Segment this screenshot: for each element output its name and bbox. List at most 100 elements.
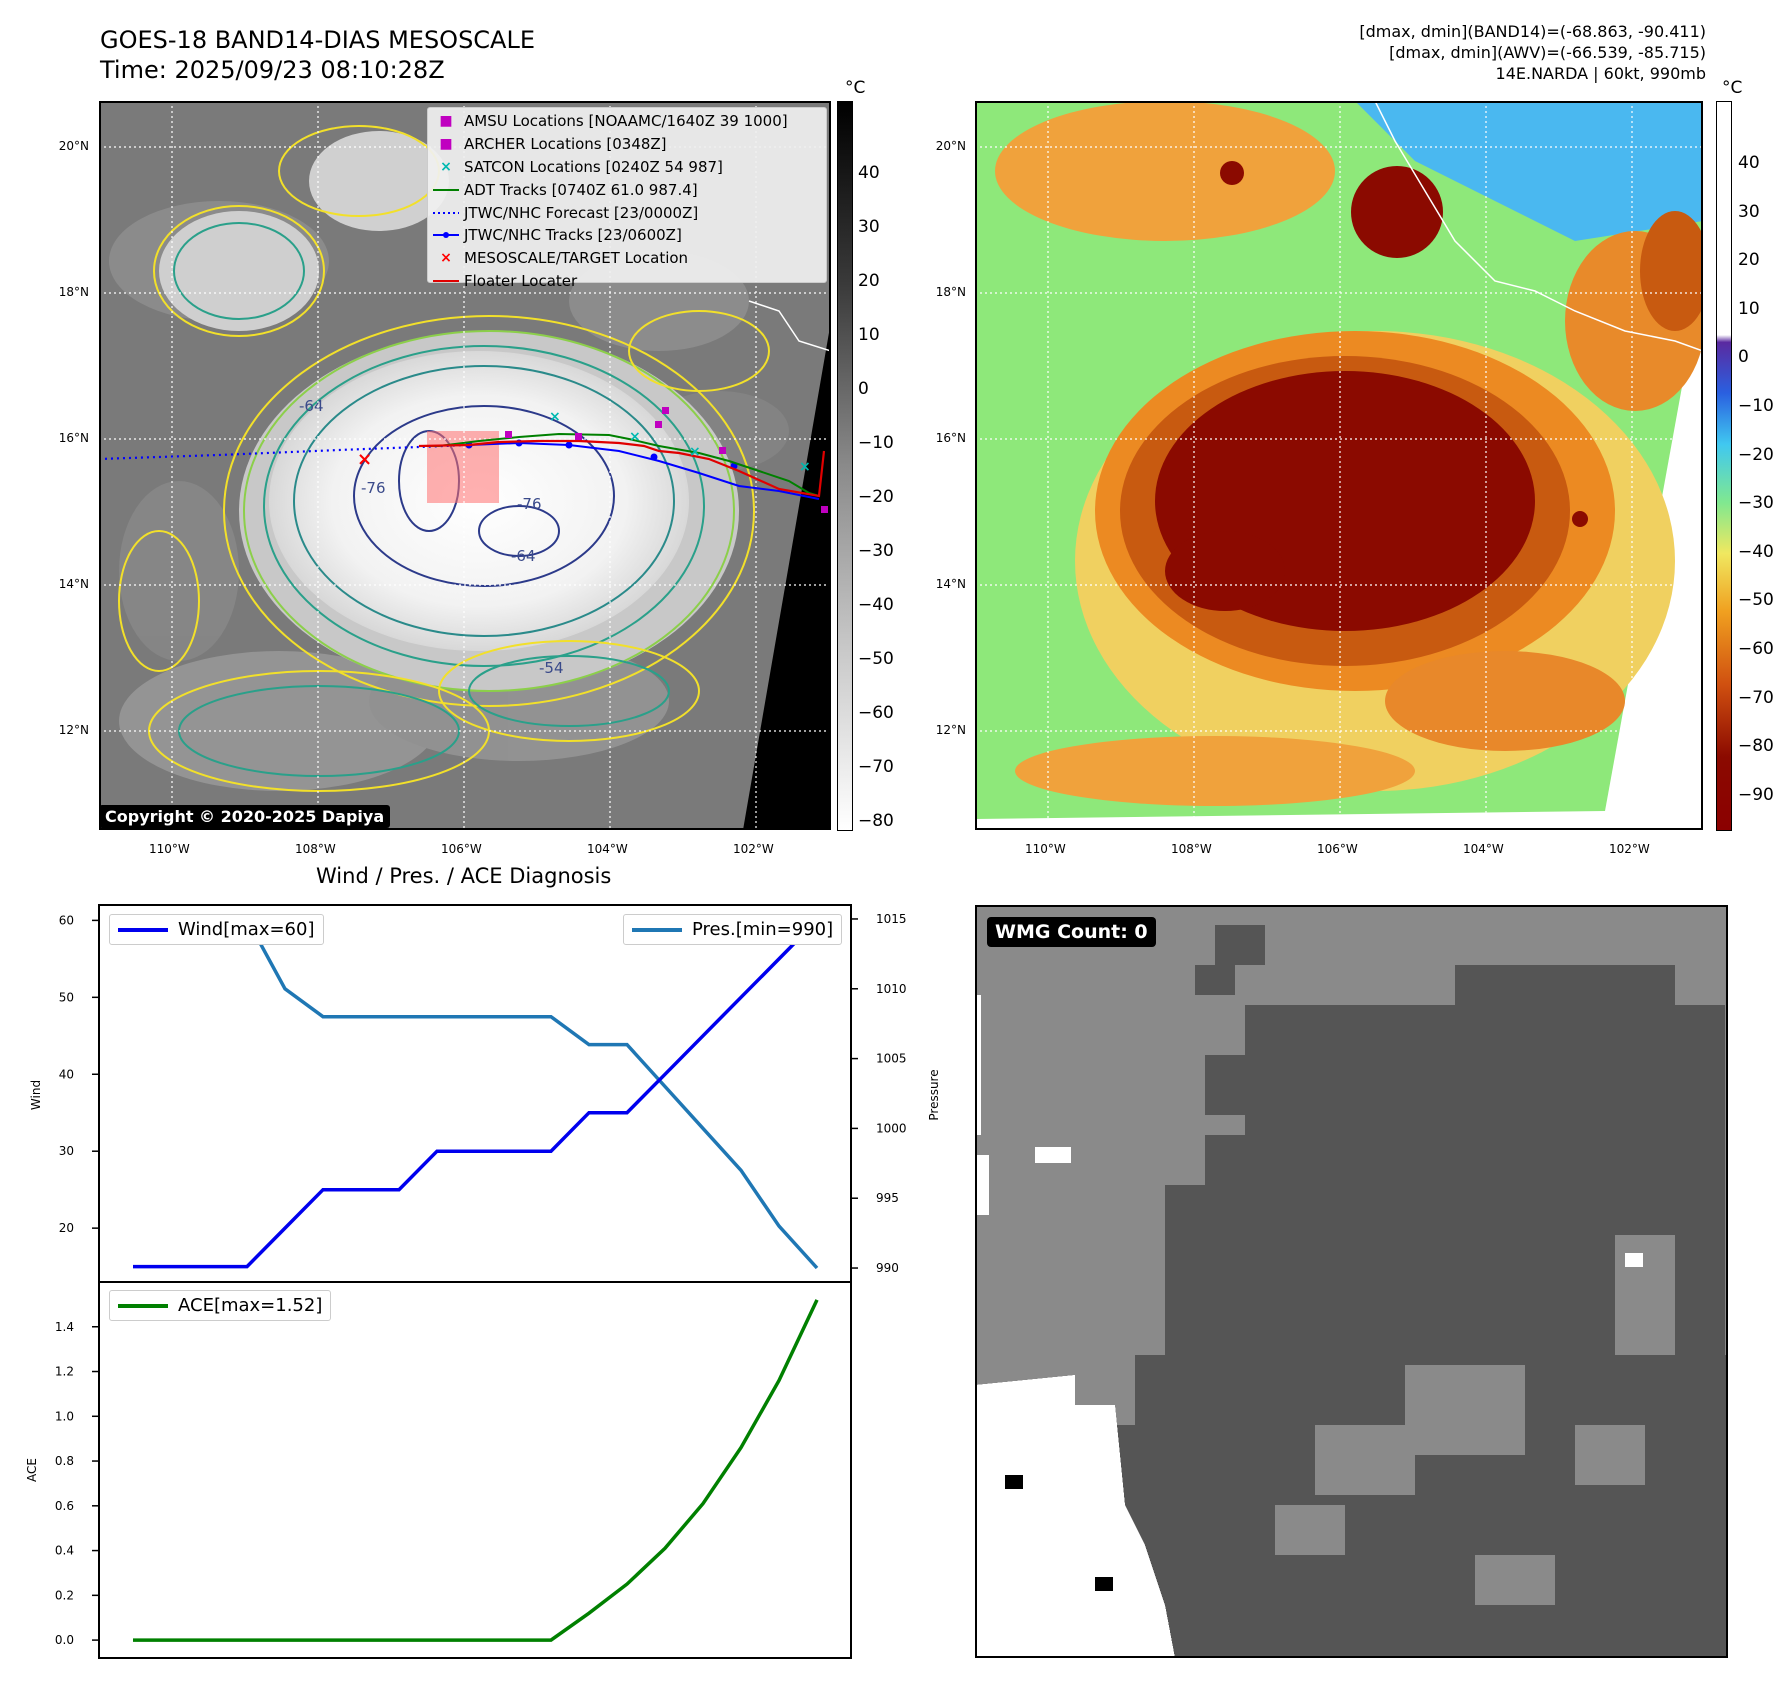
wind-tick-label: 30 xyxy=(59,1144,74,1158)
svg-text:×: × xyxy=(799,459,811,475)
legend-archer: ■ ARCHER Locations [0348Z] xyxy=(439,135,667,154)
wmg-white-region xyxy=(975,995,1643,1658)
figure-title: GOES-18 BAND14-DIAS MESOSCALE xyxy=(100,26,536,54)
lat-tick: 14°N xyxy=(935,577,966,591)
colorbar-unit: °C xyxy=(845,78,866,98)
adt-track xyxy=(419,432,820,497)
grid-lines xyxy=(975,101,1703,830)
lat-tick: 20°N xyxy=(935,139,966,153)
awv-colorbar xyxy=(1716,101,1732,831)
pressure-series-line xyxy=(133,917,819,1270)
wmg-count-label: WMG Count: 0 xyxy=(987,917,1156,947)
awv-map-panel xyxy=(975,100,1710,830)
target-marker: × xyxy=(357,449,372,470)
figure-time: Time: 2025/09/23 08:10:28Z xyxy=(100,56,445,84)
ace-tick-label: 1.4 xyxy=(55,1320,74,1334)
legend-forecast: JTWC/NHC Forecast [23/0000Z] xyxy=(433,203,699,222)
storm-info: 14E.NARDA | 60kt, 990mb xyxy=(1495,64,1706,83)
awv-core-north xyxy=(1351,166,1443,258)
wmg-black-cells xyxy=(1005,1475,1113,1591)
legend-target: × MESOSCALE/TARGET Location xyxy=(440,249,689,268)
satcon-markers: × × × × xyxy=(549,409,811,475)
lat-tick: 14°N xyxy=(58,577,89,591)
ace-ticks: 1.4 1.2 1.0 0.8 0.6 0.4 0.2 0.0 xyxy=(55,1320,99,1647)
lon-tick: 104°W xyxy=(1463,842,1504,856)
contour-label: -64 xyxy=(299,397,324,415)
ace-tick-label: 0.4 xyxy=(55,1544,74,1558)
lat-tick: 12°N xyxy=(58,723,89,737)
lat-tick: 18°N xyxy=(935,285,966,299)
ir-map-panel: -64 -76 -76 -64 -54 × xyxy=(98,101,832,830)
pressure-tick-label: 1005 xyxy=(876,1052,907,1066)
ace-axis-label: ACE xyxy=(25,1458,39,1482)
pressure-tick-label: 990 xyxy=(876,1261,899,1275)
pressure-tick-label: 1015 xyxy=(876,912,907,926)
diagnosis-title: Wind / Pres. / ACE Diagnosis xyxy=(316,864,612,888)
svg-text:×: × xyxy=(549,409,561,425)
legend-jtwc: JTWC/NHC Tracks [23/0600Z] xyxy=(428,224,826,247)
lon-tick: 110°W xyxy=(149,842,190,856)
awv-cell xyxy=(1572,511,1588,527)
ace-legend: ACE[max=1.52] xyxy=(109,1290,332,1321)
coastline xyxy=(748,300,832,352)
no-data-region xyxy=(743,321,831,830)
ace-tick-label: 0.6 xyxy=(55,1499,74,1513)
lat-tick: 20°N xyxy=(58,139,89,153)
ace-tick-label: 1.0 xyxy=(55,1409,74,1423)
legend-satcon: × SATCON Locations [0240Z 54 987] xyxy=(440,157,723,176)
wind-plot-frame xyxy=(98,904,852,1283)
contour-label: -76 xyxy=(517,495,542,513)
pressure-legend: Pres.[min=990] xyxy=(623,914,843,945)
awv-convection xyxy=(995,101,1710,806)
pressure-tick-label: 1010 xyxy=(876,982,907,996)
svg-text:×: × xyxy=(629,429,641,445)
colorbar-unit: °C xyxy=(1722,78,1743,98)
svg-text:×: × xyxy=(689,444,701,460)
lon-tick: 102°W xyxy=(1609,842,1650,856)
amsu-markers xyxy=(505,407,828,513)
map-frame xyxy=(99,101,831,830)
coastline xyxy=(1374,100,1704,352)
ir-colorbar-ticks: 40 30 20 10 0 −10 −20 −30 −40 −50 −60 −7… xyxy=(858,163,894,831)
dry-region xyxy=(1355,101,1703,241)
ir-map: -64 -76 -76 -64 -54 × xyxy=(98,101,832,830)
contour-label: -76 xyxy=(361,479,386,497)
legend-floater: Floater Locater xyxy=(433,271,578,290)
wind-axis-label: Wind xyxy=(29,1080,43,1110)
lon-tick: 106°W xyxy=(441,842,482,856)
wmg-panel: WMG Count: 0 xyxy=(975,905,1728,1658)
wind-tick-label: 50 xyxy=(59,990,74,1004)
ace-series-line xyxy=(133,1299,819,1642)
ace-tick-label: 1.2 xyxy=(55,1365,74,1379)
lon-tick: 102°W xyxy=(733,842,774,856)
floater-track xyxy=(418,439,826,498)
pres-ticks: 1015 1010 1005 1000 995 990 xyxy=(851,912,907,1275)
lat-tick: 12°N xyxy=(935,723,966,737)
lon-tick: 108°W xyxy=(1171,842,1212,856)
contour-label: -64 xyxy=(511,547,536,565)
awv-colorbar-ticks: 40 30 20 10 0 −10 −20 −30 −40 −50 −60 −7… xyxy=(1738,153,1774,805)
wmg-mid-patches xyxy=(1275,1235,1675,1605)
cloud-mass xyxy=(159,131,739,691)
wind-tick-label: 60 xyxy=(59,913,74,927)
lat-tick: 16°N xyxy=(58,431,89,445)
ace-tick-label: 0.2 xyxy=(55,1588,74,1602)
lon-tick: 106°W xyxy=(1317,842,1358,856)
wind-tick-label: 20 xyxy=(59,1221,74,1235)
ace-plot-frame xyxy=(98,1281,852,1659)
pressure-tick-label: 1000 xyxy=(876,1121,907,1135)
ace-tick-label: 0.0 xyxy=(55,1633,74,1647)
track-legend: ■ AMSU Locations [NOAAMC/1640Z 39 1000] ■… xyxy=(427,107,827,290)
band14-range: [dmax, dmin](BAND14)=(-68.863, -90.411) xyxy=(1359,22,1706,41)
awv-map xyxy=(975,100,1710,830)
ir-colorbar xyxy=(837,101,853,831)
jtwc-track xyxy=(468,441,820,500)
legend-amsu: ■ AMSU Locations [NOAAMC/1640Z 39 1000] xyxy=(439,112,788,131)
copyright-label: Copyright © 2020-2025 Dapiya xyxy=(99,805,391,828)
wmg-map xyxy=(975,905,1728,1658)
awv-cell xyxy=(1220,161,1244,185)
pressure-axis-label: Pressure xyxy=(927,1069,941,1120)
lon-tick: 110°W xyxy=(1025,842,1066,856)
pressure-tick-label: 995 xyxy=(876,1191,899,1205)
